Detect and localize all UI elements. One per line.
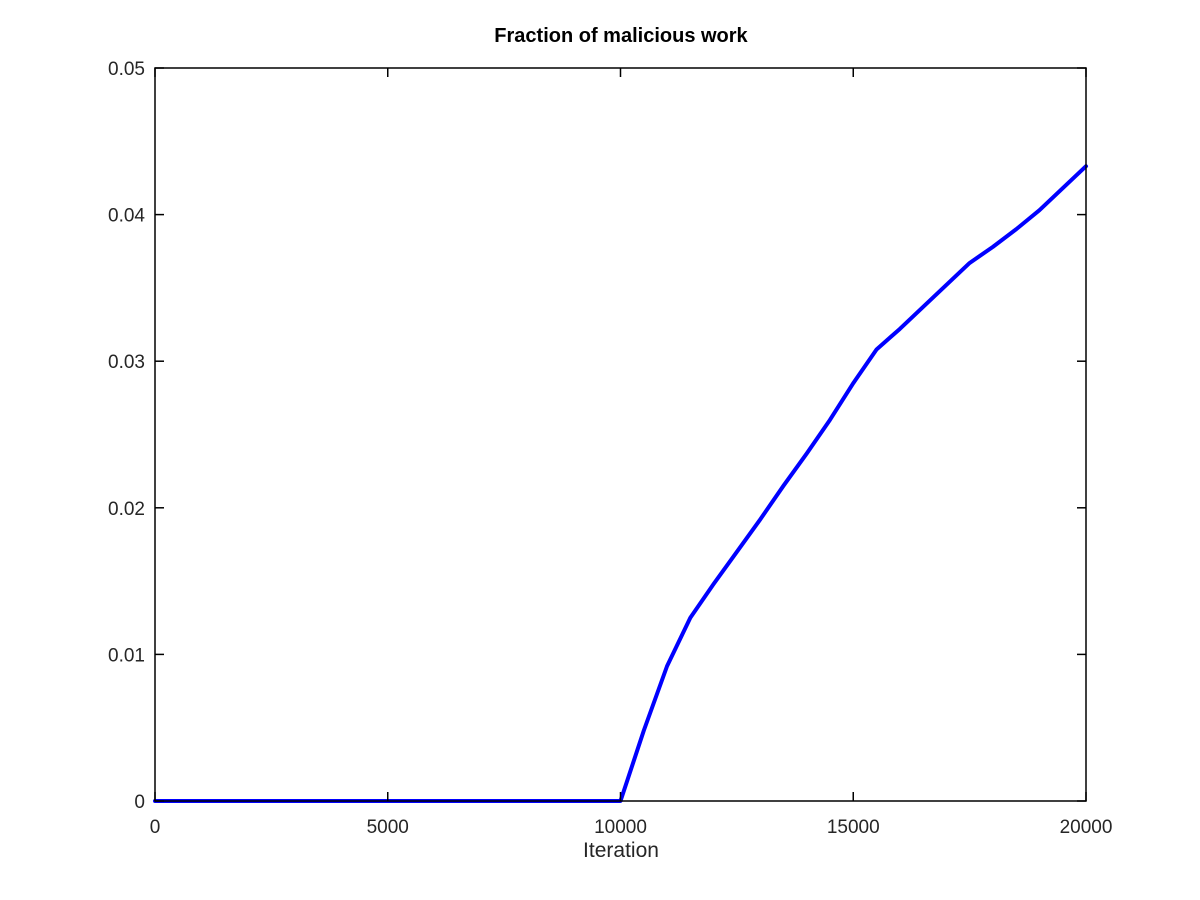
y-tick-label: 0.03 [108,352,145,373]
plot-area: 0 5000 10000 15000 20000 0 0.01 0.02 0.03 0.04 0.0… [108,59,1112,838]
x-tick-label: 20000 [1060,817,1113,838]
y-tick-label: 0.04 [108,206,145,227]
y-tick-label: 0.01 [108,645,145,666]
x-tick-label: 5000 [367,817,409,838]
y-tick-label: 0.05 [108,59,145,80]
chart-title: Fraction of malicious work [494,25,748,47]
y-tick-label: 0.02 [108,499,145,520]
x-tick-label: 10000 [594,817,647,838]
y-tick-label: 0 [134,792,145,813]
x-tick-label: 0 [150,817,161,838]
x-tick-label: 15000 [827,817,880,838]
x-axis-label: Iteration [583,839,659,862]
